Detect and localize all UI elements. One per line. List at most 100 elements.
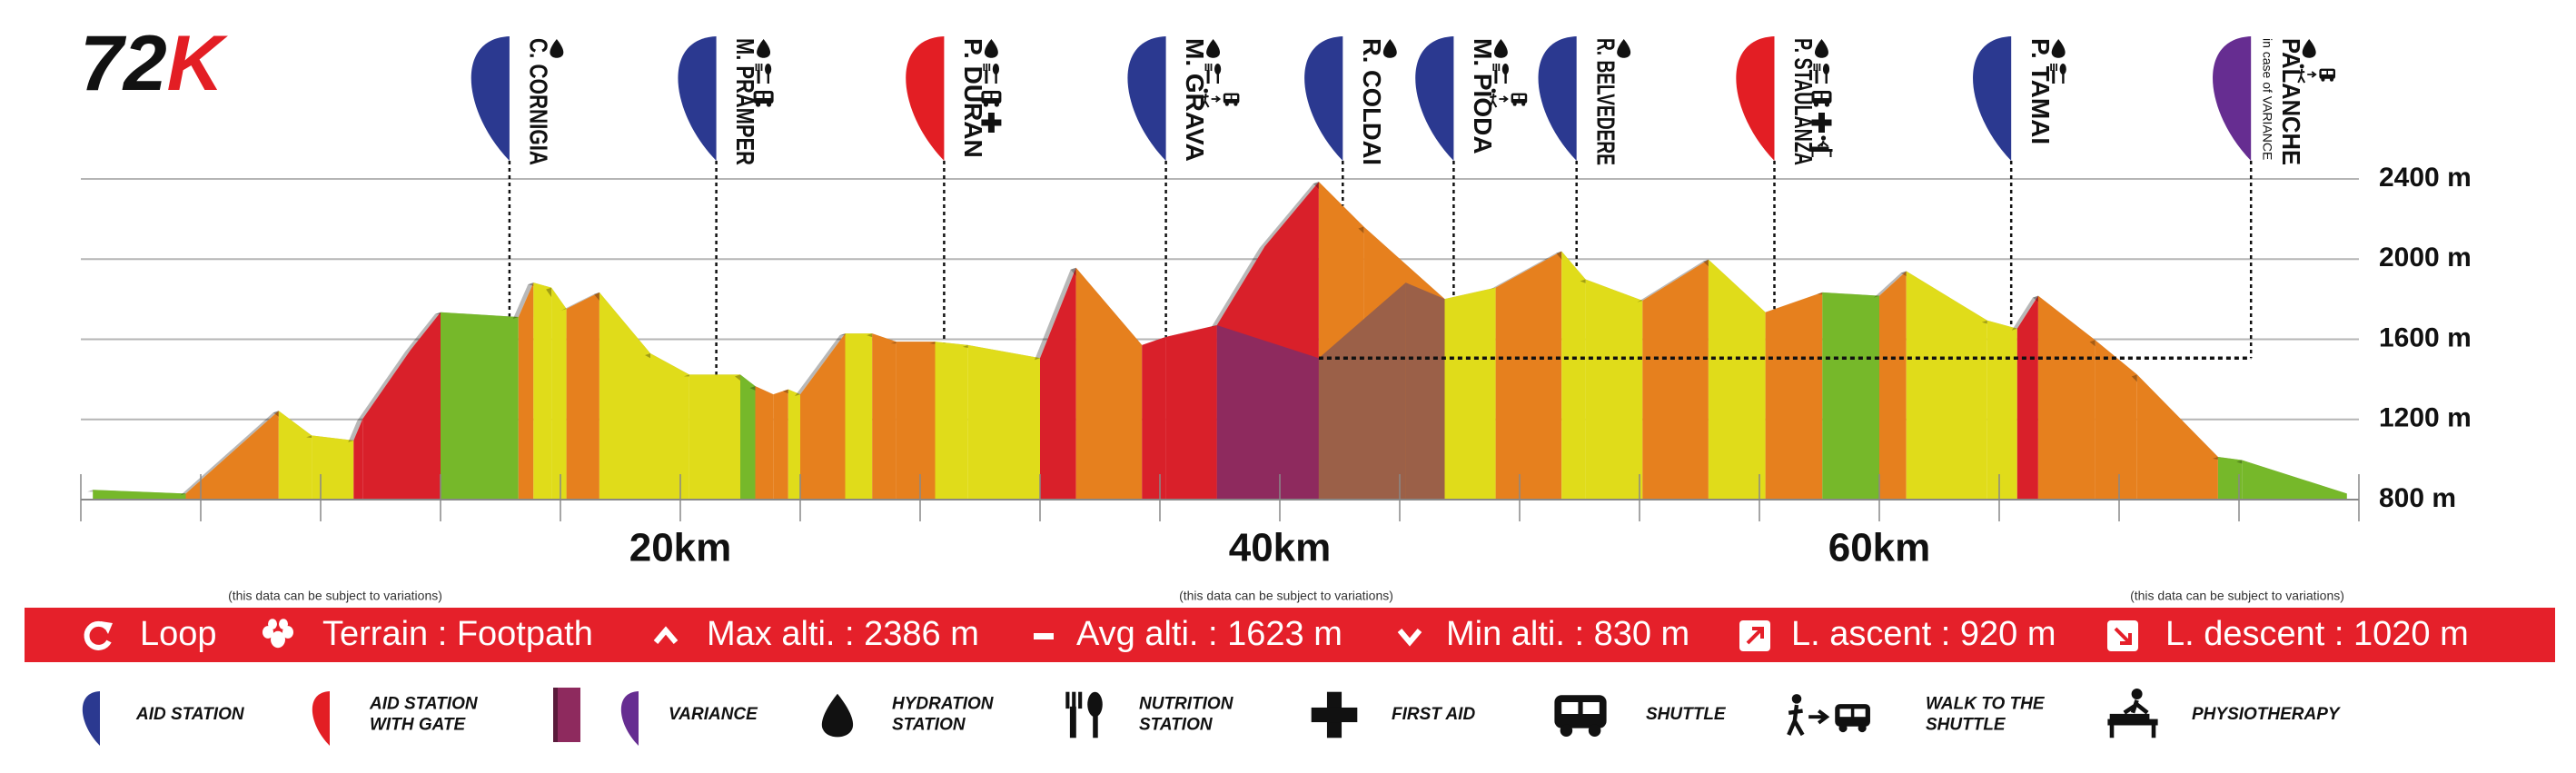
fork-tine xyxy=(760,64,763,71)
station-icon xyxy=(1617,39,1631,58)
paw-pad xyxy=(282,626,293,639)
profile-segment xyxy=(845,333,873,500)
profile-segment xyxy=(1075,267,1143,500)
profile-segment xyxy=(362,350,411,500)
legend-label: WALK TO THE xyxy=(1926,695,2046,714)
legend-walkbus xyxy=(1787,694,1870,737)
bus-window xyxy=(984,94,991,98)
spoon-handle xyxy=(995,73,997,84)
cross-h xyxy=(1311,707,1358,723)
station-pin xyxy=(1304,36,1343,161)
profile-segment xyxy=(353,419,363,500)
station-icon xyxy=(1206,39,1221,58)
profile-edge xyxy=(1874,271,1907,298)
y-tick-label: 1600 m xyxy=(2379,322,2472,352)
legend-variance-pin xyxy=(620,691,639,746)
bus-window xyxy=(1561,702,1579,714)
profile-segment xyxy=(2242,460,2347,500)
fork-tine xyxy=(1498,64,1501,71)
bus-wheel xyxy=(756,102,761,107)
min-icon xyxy=(1397,629,1422,647)
legend-label: NUTRITION xyxy=(1139,695,1234,714)
x-tick-label: 40km xyxy=(1229,526,1332,570)
station-icon xyxy=(1811,113,1832,133)
walker-head xyxy=(2299,64,2304,69)
stat-text: Loop xyxy=(140,615,217,653)
station-icon xyxy=(755,64,772,84)
cross-h xyxy=(981,119,1002,126)
station-icon xyxy=(981,113,1002,133)
profile-segment xyxy=(278,411,312,500)
y-tick-label: 800 m xyxy=(2379,483,2456,513)
bus-window xyxy=(1814,94,1821,98)
profile-edge xyxy=(560,292,599,311)
fork-tine xyxy=(1210,64,1213,71)
walker-body xyxy=(2297,68,2306,84)
profile-edge xyxy=(2011,295,2038,331)
station-pin xyxy=(1736,36,1775,161)
fork-tine xyxy=(1072,691,1076,709)
table xyxy=(2107,718,2158,726)
bus-window xyxy=(1513,95,1519,99)
paw-pad xyxy=(279,619,288,629)
drop-shape xyxy=(1382,39,1397,58)
profile-segment xyxy=(551,287,567,500)
bus-wheel xyxy=(1838,723,1848,733)
profile-edge xyxy=(512,282,534,320)
profile-segment xyxy=(93,490,186,500)
fork-tine xyxy=(2053,64,2055,71)
spoon-head xyxy=(765,64,772,74)
station-icon xyxy=(753,91,774,107)
max-icon xyxy=(653,626,679,644)
legend-label: AID STATION xyxy=(135,705,245,724)
profile-edge xyxy=(1136,336,1166,347)
profile-segment xyxy=(935,342,968,500)
legend-label: STATION xyxy=(1139,716,1214,735)
spoon-handle xyxy=(1216,73,1219,84)
y-tick-label: 2000 m xyxy=(2379,243,2472,273)
fork-handle xyxy=(1815,70,1818,84)
station-pin xyxy=(678,36,717,161)
bus-window xyxy=(1225,95,1231,99)
fork-tine xyxy=(755,64,758,71)
profile-segment xyxy=(2037,295,2095,500)
bus-wheel xyxy=(1813,102,1819,107)
station-icon xyxy=(983,64,999,84)
fork-handle xyxy=(1206,70,1210,84)
profile-segment xyxy=(1879,271,1907,500)
spoon-handle xyxy=(1504,73,1507,84)
variance-segment xyxy=(1216,325,1319,500)
therapist-head xyxy=(1820,135,1827,141)
legend-label: FIRST AID xyxy=(1392,705,1475,724)
profile-segment xyxy=(518,282,534,500)
legend-label: HYDRATION xyxy=(892,695,995,714)
loop-arrowhead xyxy=(101,621,113,634)
legend-label: PHYSIOTHERAPY xyxy=(2192,705,2342,724)
profile-segment xyxy=(441,312,519,500)
station-pin xyxy=(906,36,945,161)
drop-shape xyxy=(2302,39,2316,58)
legend-label: AID STATION xyxy=(369,695,479,714)
profile-edge xyxy=(1637,259,1709,302)
profile-edge xyxy=(357,350,411,421)
bus-wheel xyxy=(1224,102,1229,106)
avg-icon xyxy=(1034,633,1054,639)
profile-segment xyxy=(1986,320,2017,500)
bus-window xyxy=(764,94,771,98)
fork-tine xyxy=(986,64,988,71)
fork-handle xyxy=(2052,70,2056,84)
legend-drop xyxy=(821,693,854,738)
station-icon xyxy=(1201,88,1240,108)
profile-segment xyxy=(599,292,650,500)
drop-shape xyxy=(1617,39,1631,58)
profile-segment xyxy=(773,389,788,500)
table-legs xyxy=(1811,152,1832,157)
station-icon xyxy=(984,39,998,58)
bus-wheel xyxy=(1824,102,1830,107)
fork-tine xyxy=(1078,691,1083,709)
station-pin xyxy=(1538,36,1577,161)
station-pin xyxy=(2213,36,2252,161)
profile-segment xyxy=(740,374,756,500)
logo: 72K xyxy=(80,20,229,107)
